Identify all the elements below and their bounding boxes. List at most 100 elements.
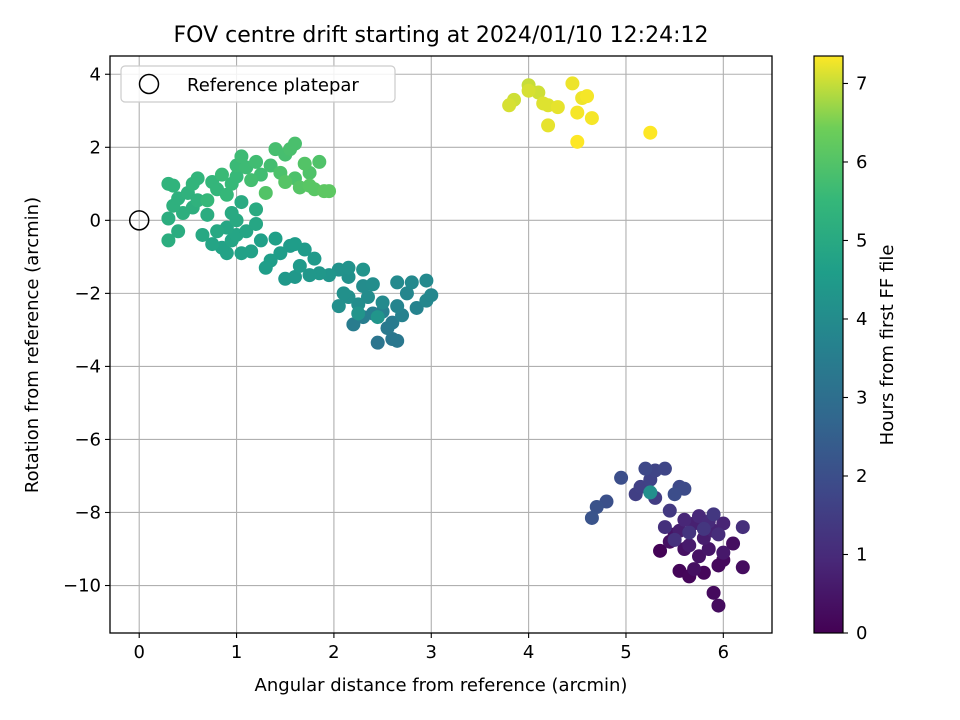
data-point bbox=[390, 333, 405, 348]
data-point bbox=[570, 105, 585, 120]
data-point bbox=[268, 231, 283, 246]
data-point bbox=[200, 193, 215, 208]
data-point bbox=[643, 125, 658, 140]
data-point bbox=[287, 237, 302, 252]
y-tick-label: −6 bbox=[74, 429, 101, 450]
data-point bbox=[375, 295, 390, 310]
colorbar: 0 1 2 3 4 5 6 7 Hours from first FF file bbox=[813, 55, 898, 644]
y-tick-label: −2 bbox=[74, 283, 101, 304]
x-ticks: 0 1 2 3 4 5 6 bbox=[133, 633, 729, 663]
data-point bbox=[643, 485, 658, 500]
data-point bbox=[565, 76, 580, 91]
data-point bbox=[224, 206, 239, 221]
data-point bbox=[370, 335, 385, 350]
data-point bbox=[667, 532, 682, 547]
legend-label: Reference platepar bbox=[187, 75, 359, 96]
data-point bbox=[570, 134, 585, 149]
data-point bbox=[360, 290, 375, 305]
data-point bbox=[667, 487, 682, 502]
data-points bbox=[161, 76, 750, 613]
x-tick-label: 0 bbox=[133, 642, 144, 663]
data-point bbox=[219, 187, 234, 202]
data-point bbox=[399, 286, 414, 301]
grid bbox=[110, 56, 772, 633]
colorbar-ticks: 0 1 2 3 4 5 6 7 bbox=[843, 73, 867, 644]
data-point bbox=[677, 512, 692, 527]
x-tick-label: 1 bbox=[231, 642, 242, 663]
data-point bbox=[541, 118, 556, 133]
data-point bbox=[711, 527, 726, 542]
data-point bbox=[662, 503, 677, 518]
data-point bbox=[687, 562, 702, 577]
x-tick-label: 2 bbox=[328, 642, 339, 663]
data-point bbox=[584, 510, 599, 525]
data-point bbox=[205, 237, 220, 252]
data-point bbox=[161, 233, 176, 248]
legend-box bbox=[120, 65, 396, 103]
data-point bbox=[711, 598, 726, 613]
data-point bbox=[171, 224, 186, 239]
data-point bbox=[234, 149, 249, 164]
data-point bbox=[653, 543, 668, 558]
colorbar-tick-label: 6 bbox=[856, 152, 867, 173]
reference-point bbox=[128, 210, 150, 231]
data-point bbox=[234, 195, 249, 210]
y-tick-label: 4 bbox=[90, 64, 101, 85]
colorbar-tick-label: 7 bbox=[856, 73, 867, 94]
data-point bbox=[502, 98, 517, 113]
data-point bbox=[195, 227, 210, 242]
colorbar-label: Hours from first FF file bbox=[877, 245, 898, 446]
data-point bbox=[390, 299, 405, 314]
data-point bbox=[312, 154, 327, 169]
data-point bbox=[589, 500, 604, 515]
data-point bbox=[249, 154, 264, 169]
colorbar-tick-label: 5 bbox=[856, 230, 867, 251]
data-point bbox=[263, 158, 278, 173]
data-point bbox=[351, 306, 366, 321]
colorbar-tick-label: 2 bbox=[856, 466, 867, 487]
data-point bbox=[424, 288, 439, 303]
data-point bbox=[701, 542, 716, 557]
data-point bbox=[696, 521, 711, 536]
data-point bbox=[409, 300, 424, 315]
x-axis-label: Angular distance from reference (arcmin) bbox=[255, 675, 628, 696]
data-point bbox=[682, 538, 697, 553]
data-point bbox=[302, 268, 317, 283]
colorbar-gradient bbox=[813, 55, 844, 634]
data-point bbox=[550, 100, 565, 115]
data-point bbox=[419, 273, 434, 288]
data-point bbox=[249, 202, 264, 217]
data-point bbox=[638, 461, 653, 476]
data-point bbox=[190, 171, 205, 186]
chart-title: FOV centre drift starting at 2024/01/10 … bbox=[174, 23, 709, 48]
plot-frame bbox=[109, 55, 773, 634]
y-tick-label: −4 bbox=[74, 356, 101, 377]
data-point bbox=[580, 89, 595, 104]
data-point bbox=[214, 167, 229, 182]
data-point bbox=[253, 233, 268, 248]
data-point bbox=[735, 560, 750, 575]
data-point bbox=[584, 111, 599, 126]
data-point bbox=[356, 262, 371, 277]
data-point bbox=[706, 585, 721, 600]
data-point bbox=[292, 258, 307, 273]
y-tick-label: 0 bbox=[90, 210, 101, 231]
legend-marker-open-circle bbox=[138, 73, 160, 95]
data-point bbox=[365, 277, 380, 292]
data-point bbox=[166, 178, 181, 193]
colorbar-tick-label: 1 bbox=[856, 544, 867, 565]
data-point bbox=[735, 520, 750, 535]
data-point bbox=[258, 260, 273, 275]
data-point bbox=[278, 174, 293, 189]
data-point bbox=[200, 207, 215, 222]
data-point bbox=[691, 549, 706, 564]
data-point bbox=[346, 317, 361, 332]
data-point bbox=[239, 224, 254, 239]
colorbar-tick-label: 4 bbox=[856, 309, 867, 330]
data-point bbox=[657, 520, 672, 535]
y-tick-label: −10 bbox=[63, 576, 101, 597]
data-point bbox=[716, 545, 731, 560]
data-point bbox=[258, 185, 273, 200]
data-point bbox=[726, 536, 741, 551]
